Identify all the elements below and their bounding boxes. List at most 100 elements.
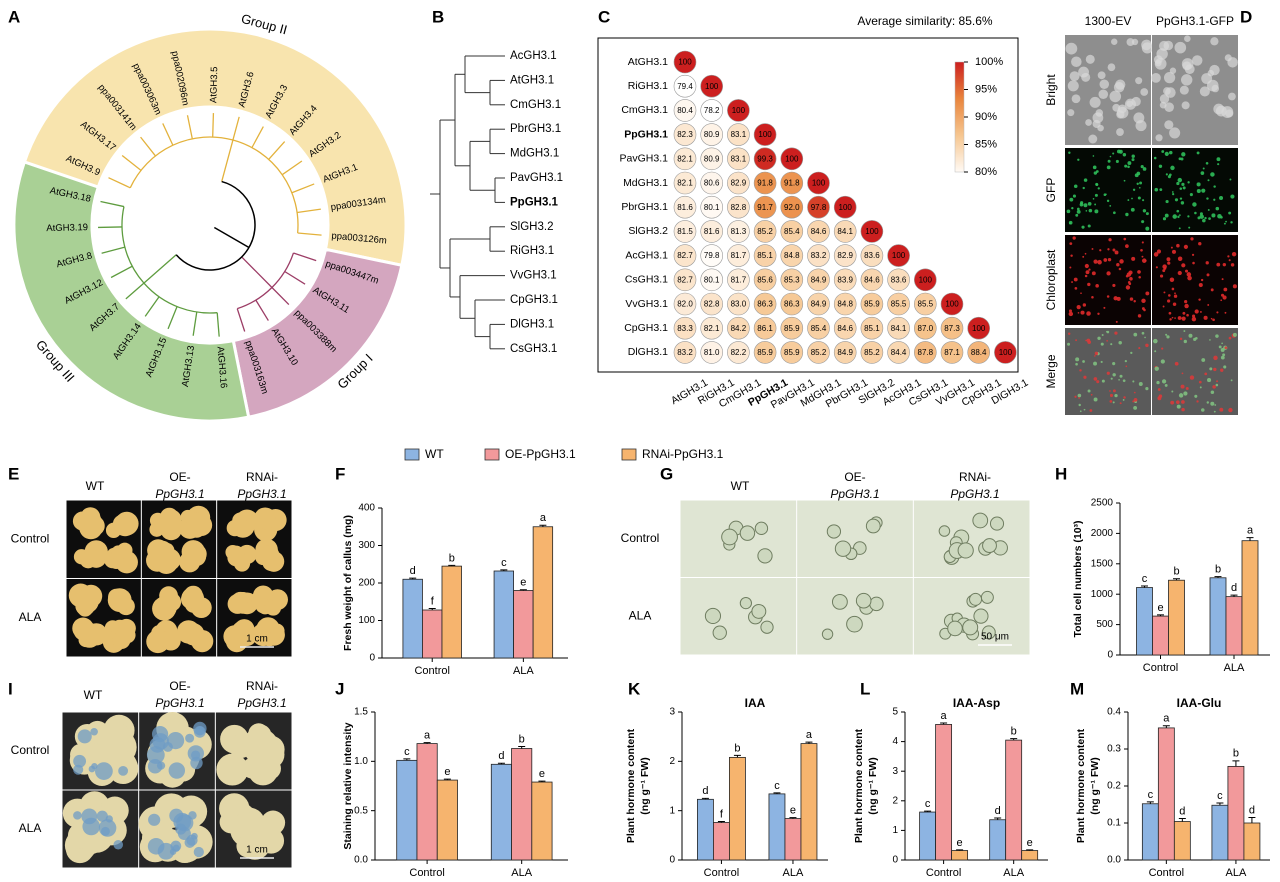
cell-spot [1165, 173, 1168, 176]
cell-spot [1127, 161, 1132, 165]
cell-spot [1122, 379, 1126, 383]
row-label: CpGH3.1 [624, 322, 668, 334]
cell-spot [1131, 154, 1135, 158]
cell-spot [1084, 263, 1089, 269]
cell-spot [1230, 221, 1233, 224]
similarity-cell [700, 341, 724, 364]
cell-spot [1125, 365, 1128, 368]
cell-spot [1101, 334, 1104, 337]
stain-spot [148, 813, 161, 826]
cell-spot [1071, 94, 1081, 104]
stain-spot [191, 750, 201, 760]
error-bar [518, 746, 526, 749]
cell-spot [1118, 149, 1123, 154]
significance-letter: a [941, 710, 948, 722]
cell-label: 86.1 [757, 324, 773, 333]
cell-spot [1220, 347, 1225, 352]
cell-spot [1131, 256, 1136, 261]
cell [865, 518, 881, 534]
cell-spot [1078, 397, 1080, 399]
leaf-label: PbrGH3.1 [510, 123, 561, 135]
bar [784, 818, 802, 861]
cell-spot [1112, 283, 1116, 287]
similarity-cell [700, 99, 724, 122]
cell-spot [1164, 151, 1169, 156]
cell-spot [1116, 263, 1120, 267]
column-header: RNAi- [246, 679, 278, 693]
callus-lobe [227, 593, 248, 614]
cell-spot [1179, 337, 1183, 341]
bar [531, 781, 553, 861]
x-tick-label: Control [1149, 867, 1184, 879]
similarity-cell [780, 268, 804, 292]
cell-spot [1139, 181, 1143, 185]
row-label: PpGH3.1 [624, 128, 668, 140]
cell-spot [1086, 311, 1091, 316]
error-bar [1230, 594, 1238, 597]
significance-letter: a [540, 512, 547, 524]
cell-spot [1206, 197, 1209, 200]
similarity-cell [753, 244, 777, 267]
cell-spot [1219, 196, 1224, 201]
cell-spot [1075, 362, 1078, 366]
similarity-cell [753, 171, 777, 195]
cell-spot [1196, 182, 1201, 187]
similarity-cell [887, 316, 910, 340]
cell-spot [1187, 181, 1190, 184]
cell-spot [1113, 296, 1118, 301]
similarity-cell [887, 268, 910, 292]
cell-spot [1189, 375, 1195, 380]
error-bar [701, 797, 709, 800]
cell-spot [1109, 205, 1112, 207]
cell-spot [1185, 387, 1189, 391]
cell-spot [1209, 64, 1220, 76]
cell-spot [1179, 187, 1183, 190]
cell-spot [1094, 355, 1096, 357]
similarity-cell [673, 341, 697, 364]
significance-letter: d [410, 565, 416, 577]
callus-lobe [155, 595, 175, 615]
cell-label: 85.1 [864, 324, 880, 333]
legend-label: RNAi-PpGH3.1 [642, 447, 724, 461]
similarity-cell [913, 341, 937, 364]
cell-spot [1114, 331, 1118, 335]
bar [493, 570, 514, 659]
cell-spot [1083, 178, 1088, 182]
cell-spot [1081, 72, 1091, 82]
leaf-label: AtGH3.5 [208, 66, 220, 103]
cell-spot [1180, 157, 1184, 161]
cell-spot [1094, 209, 1099, 214]
significance-letter: a [806, 729, 813, 741]
cell-spot [1181, 101, 1190, 110]
cell-spot [1162, 217, 1167, 221]
row-label: AtGH3.1 [628, 56, 668, 68]
cell-label: 81.3 [731, 227, 747, 236]
cell-spot [1205, 161, 1209, 165]
cell-spot [1138, 186, 1141, 189]
cell-spot [1142, 199, 1145, 202]
y-tick-label: 0 [369, 653, 375, 664]
cell-label: 83.6 [891, 275, 907, 284]
stain-spot [147, 837, 165, 855]
colorbar [954, 61, 965, 173]
branch [297, 208, 321, 214]
cell-label: 84.1 [837, 227, 853, 236]
cell-spot [1133, 405, 1138, 410]
cell-label: 85.5 [918, 300, 934, 309]
bar [1241, 540, 1259, 656]
cell-spot [1083, 203, 1088, 208]
cell-spot [1093, 171, 1098, 175]
cell-label: 87.8 [918, 348, 934, 357]
cell-spot [1179, 197, 1183, 200]
cell-spot [1115, 79, 1126, 90]
similarity-cell [753, 341, 777, 364]
bar [1225, 596, 1243, 656]
similarity-cell [753, 147, 777, 171]
matrix-title: Average similarity: 85.6% [857, 14, 993, 28]
cell-spot [1155, 134, 1163, 142]
bar [1243, 822, 1261, 861]
cell-spot [1174, 292, 1176, 295]
y-tick-label: 1.0 [354, 756, 368, 767]
cell-label: 82.9 [837, 251, 853, 260]
cell-spot [1230, 263, 1235, 267]
